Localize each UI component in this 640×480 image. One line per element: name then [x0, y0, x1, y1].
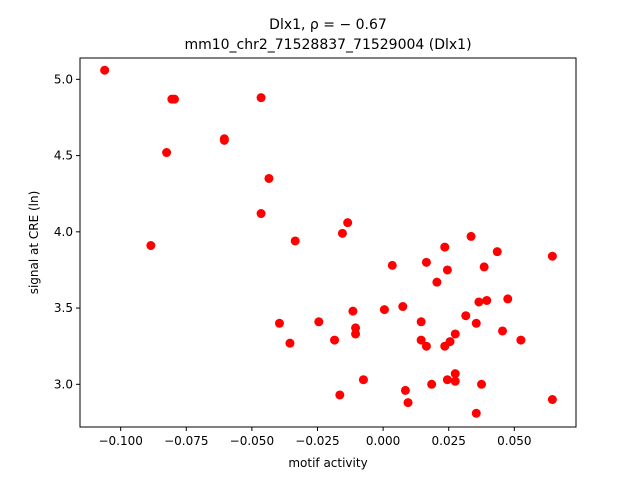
data-point-38 — [285, 338, 295, 348]
data-point-9 — [146, 241, 156, 251]
y-tick-label-1: 3.5 — [54, 301, 73, 315]
data-point-23 — [482, 295, 492, 305]
data-point-13 — [440, 242, 450, 252]
data-point-31 — [274, 318, 284, 328]
data-point-51 — [335, 390, 345, 400]
y-tick-label-2: 4.0 — [54, 225, 73, 239]
data-point-15 — [492, 247, 502, 257]
data-point-10 — [290, 236, 300, 246]
data-point-14 — [466, 231, 476, 241]
y-axis-ticks: 3.0 3.5 4.0 4.5 5.0 — [54, 72, 80, 391]
plot-frame — [79, 57, 577, 428]
data-point-8 — [256, 209, 266, 219]
y-tick-label-4: 5.0 — [54, 72, 73, 86]
scatter-points — [100, 65, 557, 418]
x-tick-label-4: 0.000 — [366, 434, 400, 448]
data-point-17 — [421, 257, 431, 267]
y-axis-label: signal at CRE (ln) — [27, 191, 41, 295]
data-point-28 — [461, 311, 471, 321]
y-tick-label-0: 3.0 — [54, 377, 73, 391]
chart-title-line2: mm10_chr2_71528837_71529004 (Dlx1) — [184, 37, 471, 53]
data-point-12 — [337, 228, 347, 238]
data-point-54 — [471, 408, 481, 418]
data-point-11 — [343, 218, 353, 228]
x-tick-label-3: −0.025 — [295, 434, 339, 448]
data-point-0 — [100, 65, 110, 75]
data-point-45 — [442, 375, 452, 385]
data-point-39 — [416, 335, 426, 345]
x-tick-label-1: −0.075 — [164, 434, 208, 448]
x-axis-ticks: −0.100 −0.075 −0.050 −0.025 0.000 0.025 0.050 — [98, 427, 532, 448]
data-point-25 — [348, 306, 358, 316]
data-point-46 — [450, 369, 460, 379]
chart-title-line1: Dlx1, ρ = − 0.67 — [269, 17, 387, 33]
data-point-19 — [442, 265, 452, 275]
x-tick-label-5: 0.025 — [432, 434, 466, 448]
x-tick-label-0: −0.100 — [98, 434, 142, 448]
data-point-37 — [330, 335, 340, 345]
data-point-21 — [432, 277, 442, 287]
data-point-34 — [351, 329, 361, 339]
data-point-7 — [264, 173, 274, 183]
data-point-48 — [427, 379, 437, 389]
data-point-22 — [474, 297, 484, 307]
data-point-43 — [516, 335, 526, 345]
data-point-30 — [471, 318, 481, 328]
data-point-40 — [421, 341, 431, 351]
data-point-49 — [477, 379, 487, 389]
data-point-32 — [314, 317, 324, 327]
data-point-27 — [398, 302, 408, 312]
x-tick-label-2: −0.050 — [230, 434, 274, 448]
data-point-42 — [445, 337, 455, 347]
data-point-20 — [479, 262, 489, 272]
data-point-44 — [358, 375, 368, 385]
data-point-50 — [400, 385, 410, 395]
data-point-53 — [547, 395, 557, 405]
data-point-29 — [416, 317, 426, 327]
data-point-36 — [498, 326, 508, 336]
data-point-24 — [503, 294, 513, 304]
data-point-2 — [169, 94, 179, 104]
data-point-6 — [162, 148, 172, 158]
data-point-16 — [547, 251, 557, 261]
data-point-26 — [379, 305, 389, 315]
y-tick-label-3: 4.5 — [54, 149, 73, 163]
data-point-3 — [256, 93, 266, 103]
data-point-52 — [403, 398, 413, 408]
x-axis-label: motif activity — [288, 456, 367, 470]
data-point-47 — [450, 376, 460, 386]
data-point-35 — [450, 329, 460, 339]
data-point-5 — [219, 135, 229, 145]
x-tick-label-6: 0.050 — [497, 434, 531, 448]
data-point-18 — [387, 260, 397, 270]
